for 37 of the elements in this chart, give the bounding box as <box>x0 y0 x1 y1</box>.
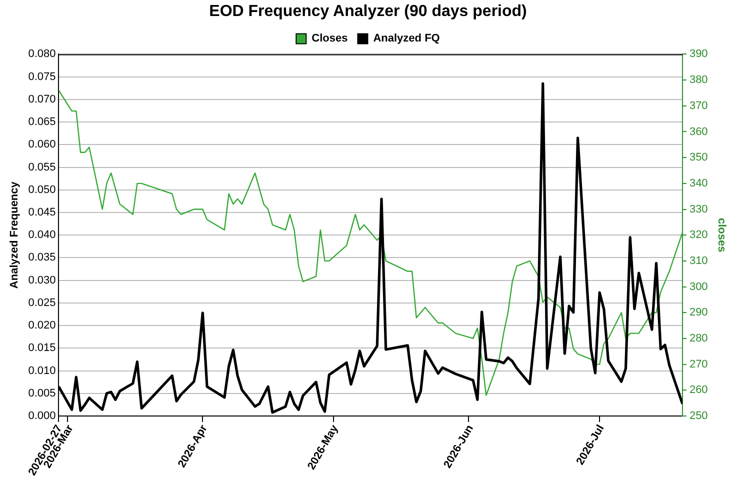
y2-tick-label: 260 <box>689 384 708 396</box>
y-tick-label: 0.070 <box>28 93 56 106</box>
y-tick-label: 0.040 <box>28 229 56 242</box>
legend-label: Closes <box>312 32 348 45</box>
y-tick-label: 0.050 <box>28 184 56 196</box>
y2-tick-label: 350 <box>689 152 708 164</box>
y-tick-label: 0.010 <box>28 364 56 377</box>
y2-tick-label: 360 <box>689 126 708 138</box>
y-tick-label: 0.065 <box>28 116 56 128</box>
y-tick-label: 0.015 <box>28 342 56 354</box>
y-tick-label: 0.045 <box>28 206 56 219</box>
y2-tick-label: 280 <box>689 332 708 345</box>
y2-tick-label: 330 <box>689 203 708 216</box>
legend-label: Analyzed FQ <box>373 32 440 45</box>
chart-title: EOD Frequency Analyzer (90 days period) <box>209 3 527 20</box>
y2-tick-label: 380 <box>689 74 708 86</box>
y2-tick-label: 250 <box>689 410 708 422</box>
y2-tick-label: 310 <box>689 254 708 267</box>
y-axis-title: Analyzed Frequency <box>8 180 21 289</box>
y-tick-label: 0.035 <box>28 252 56 264</box>
y-tick-label: 0.060 <box>28 138 56 151</box>
y2-tick-label: 270 <box>689 358 708 370</box>
y2-tick-label: 290 <box>689 306 708 319</box>
y-tick-label: 0.025 <box>28 296 56 309</box>
y2-axis-title: closes <box>715 218 728 252</box>
y2-tick-label: 300 <box>689 280 708 293</box>
y-tick-label: 0.075 <box>28 70 56 83</box>
y-tick-label: 0.000 <box>28 410 56 422</box>
y-tick-label: 0.020 <box>28 320 56 332</box>
y2-tick-label: 320 <box>689 229 708 242</box>
y-tick-label: 0.005 <box>28 387 56 400</box>
y2-tick-label: 370 <box>689 100 708 112</box>
y2-tick-label: 390 <box>689 48 708 60</box>
y-tick-label: 0.055 <box>28 161 56 174</box>
y2-tick-label: 340 <box>689 177 708 190</box>
y-tick-label: 0.080 <box>28 48 56 60</box>
y-tick-label: 0.030 <box>28 274 56 286</box>
